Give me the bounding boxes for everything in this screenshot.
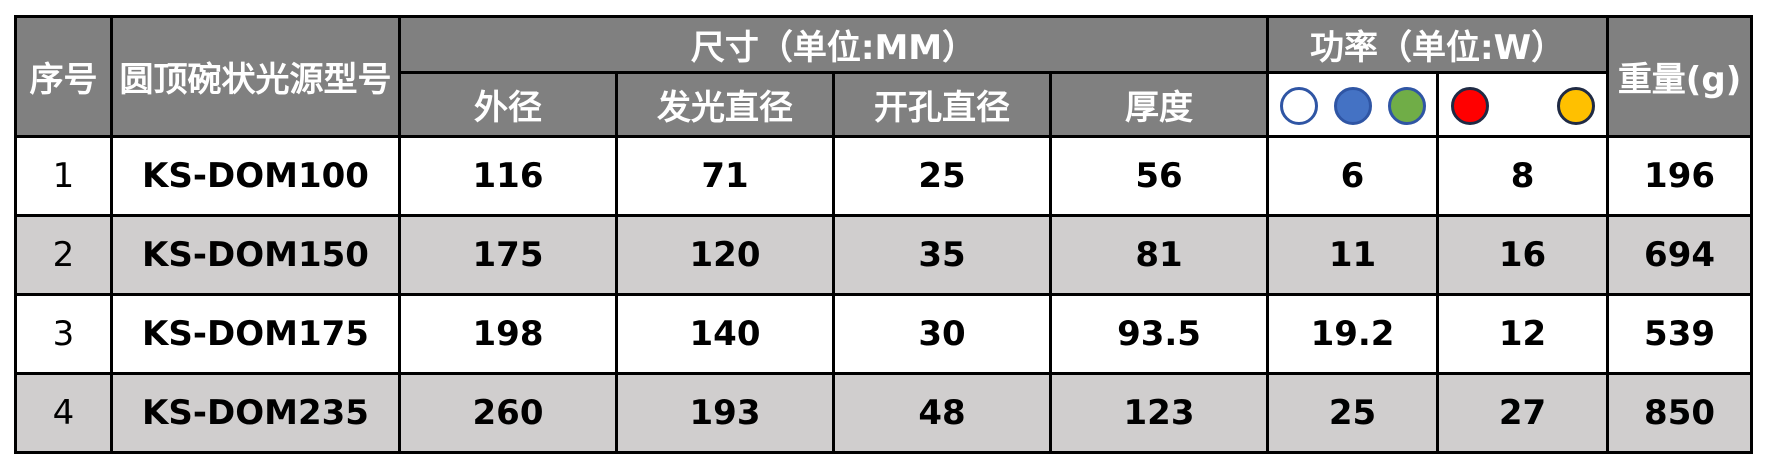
cell-power-1: 25 <box>1266 372 1440 454</box>
cell-model: KS-DOM235 <box>110 372 401 454</box>
white-circle-icon <box>1279 86 1318 125</box>
cell-index: 1 <box>14 135 113 217</box>
cell-hole-diameter: 48 <box>832 372 1052 454</box>
cell-power-2: 16 <box>1436 214 1610 296</box>
cell-index: 3 <box>14 293 113 375</box>
cell-outer-diameter: 198 <box>398 293 618 375</box>
cell-weight: 694 <box>1606 214 1754 296</box>
cell-outer-diameter: 175 <box>398 214 618 296</box>
header-model: 圆顶碗状光源型号 <box>110 15 401 138</box>
header-hole-diameter: 开孔直径 <box>832 71 1052 138</box>
cell-thickness: 56 <box>1048 135 1270 217</box>
green-circle-icon <box>1387 86 1426 125</box>
cell-power-2: 12 <box>1436 293 1610 375</box>
header-index: 序号 <box>14 15 113 138</box>
blue-circle-icon <box>1333 86 1372 125</box>
cell-index: 4 <box>14 372 113 454</box>
cell-hole-diameter: 30 <box>832 293 1052 375</box>
header-row-1: 序号 圆顶碗状光源型号 尺寸（单位:MM） 功率（单位:W） 重量(g) <box>14 15 1754 138</box>
power-color-group-2 <box>1436 71 1610 138</box>
cell-power-1: 19.2 <box>1266 293 1440 375</box>
table-row: 4 KS-DOM235 260 193 48 123 25 27 850 <box>14 372 1754 454</box>
cell-power-1: 6 <box>1266 135 1440 217</box>
cell-model: KS-DOM100 <box>110 135 401 217</box>
cell-hole-diameter: 35 <box>832 214 1052 296</box>
cell-thickness: 93.5 <box>1048 293 1270 375</box>
cell-emitting-diameter: 71 <box>615 135 835 217</box>
cell-weight: 196 <box>1606 135 1754 217</box>
power-color-group-1 <box>1266 71 1440 138</box>
cell-model: KS-DOM150 <box>110 214 401 296</box>
cell-power-1: 11 <box>1266 214 1440 296</box>
cell-power-2: 27 <box>1436 372 1610 454</box>
header-emitting-diameter: 发光直径 <box>615 71 835 138</box>
yellow-circle-icon <box>1556 86 1595 125</box>
cell-hole-diameter: 25 <box>832 135 1052 217</box>
header-outer-diameter: 外径 <box>398 71 618 138</box>
header-thickness: 厚度 <box>1048 71 1270 138</box>
cell-thickness: 123 <box>1048 372 1270 454</box>
header-weight: 重量(g) <box>1606 15 1754 138</box>
cell-index: 2 <box>14 214 113 296</box>
cell-emitting-diameter: 140 <box>615 293 835 375</box>
cell-power-2: 8 <box>1436 135 1610 217</box>
cell-emitting-diameter: 120 <box>615 214 835 296</box>
header-power-group: 功率（单位:W） <box>1266 15 1610 74</box>
cell-outer-diameter: 116 <box>398 135 618 217</box>
red-circle-icon <box>1450 86 1489 125</box>
header-row-2: 外径 发光直径 开孔直径 厚度 <box>16 71 1752 138</box>
cell-model: KS-DOM175 <box>110 293 401 375</box>
table-row: 2 KS-DOM150 175 120 35 81 11 16 694 <box>14 214 1754 296</box>
cell-thickness: 81 <box>1048 214 1270 296</box>
cell-outer-diameter: 260 <box>398 372 618 454</box>
cell-weight: 850 <box>1606 372 1754 454</box>
table-row: 3 KS-DOM175 198 140 30 93.5 19.2 12 539 <box>14 293 1754 375</box>
table-row: 1 KS-DOM100 116 71 25 56 6 8 196 <box>14 135 1754 217</box>
cell-emitting-diameter: 193 <box>615 372 835 454</box>
cell-weight: 539 <box>1606 293 1754 375</box>
product-spec-table: 序号 圆顶碗状光源型号 尺寸（单位:MM） 功率（单位:W） 重量(g) 外径 … <box>14 15 1754 454</box>
header-size-group: 尺寸（单位:MM） <box>397 15 1270 74</box>
